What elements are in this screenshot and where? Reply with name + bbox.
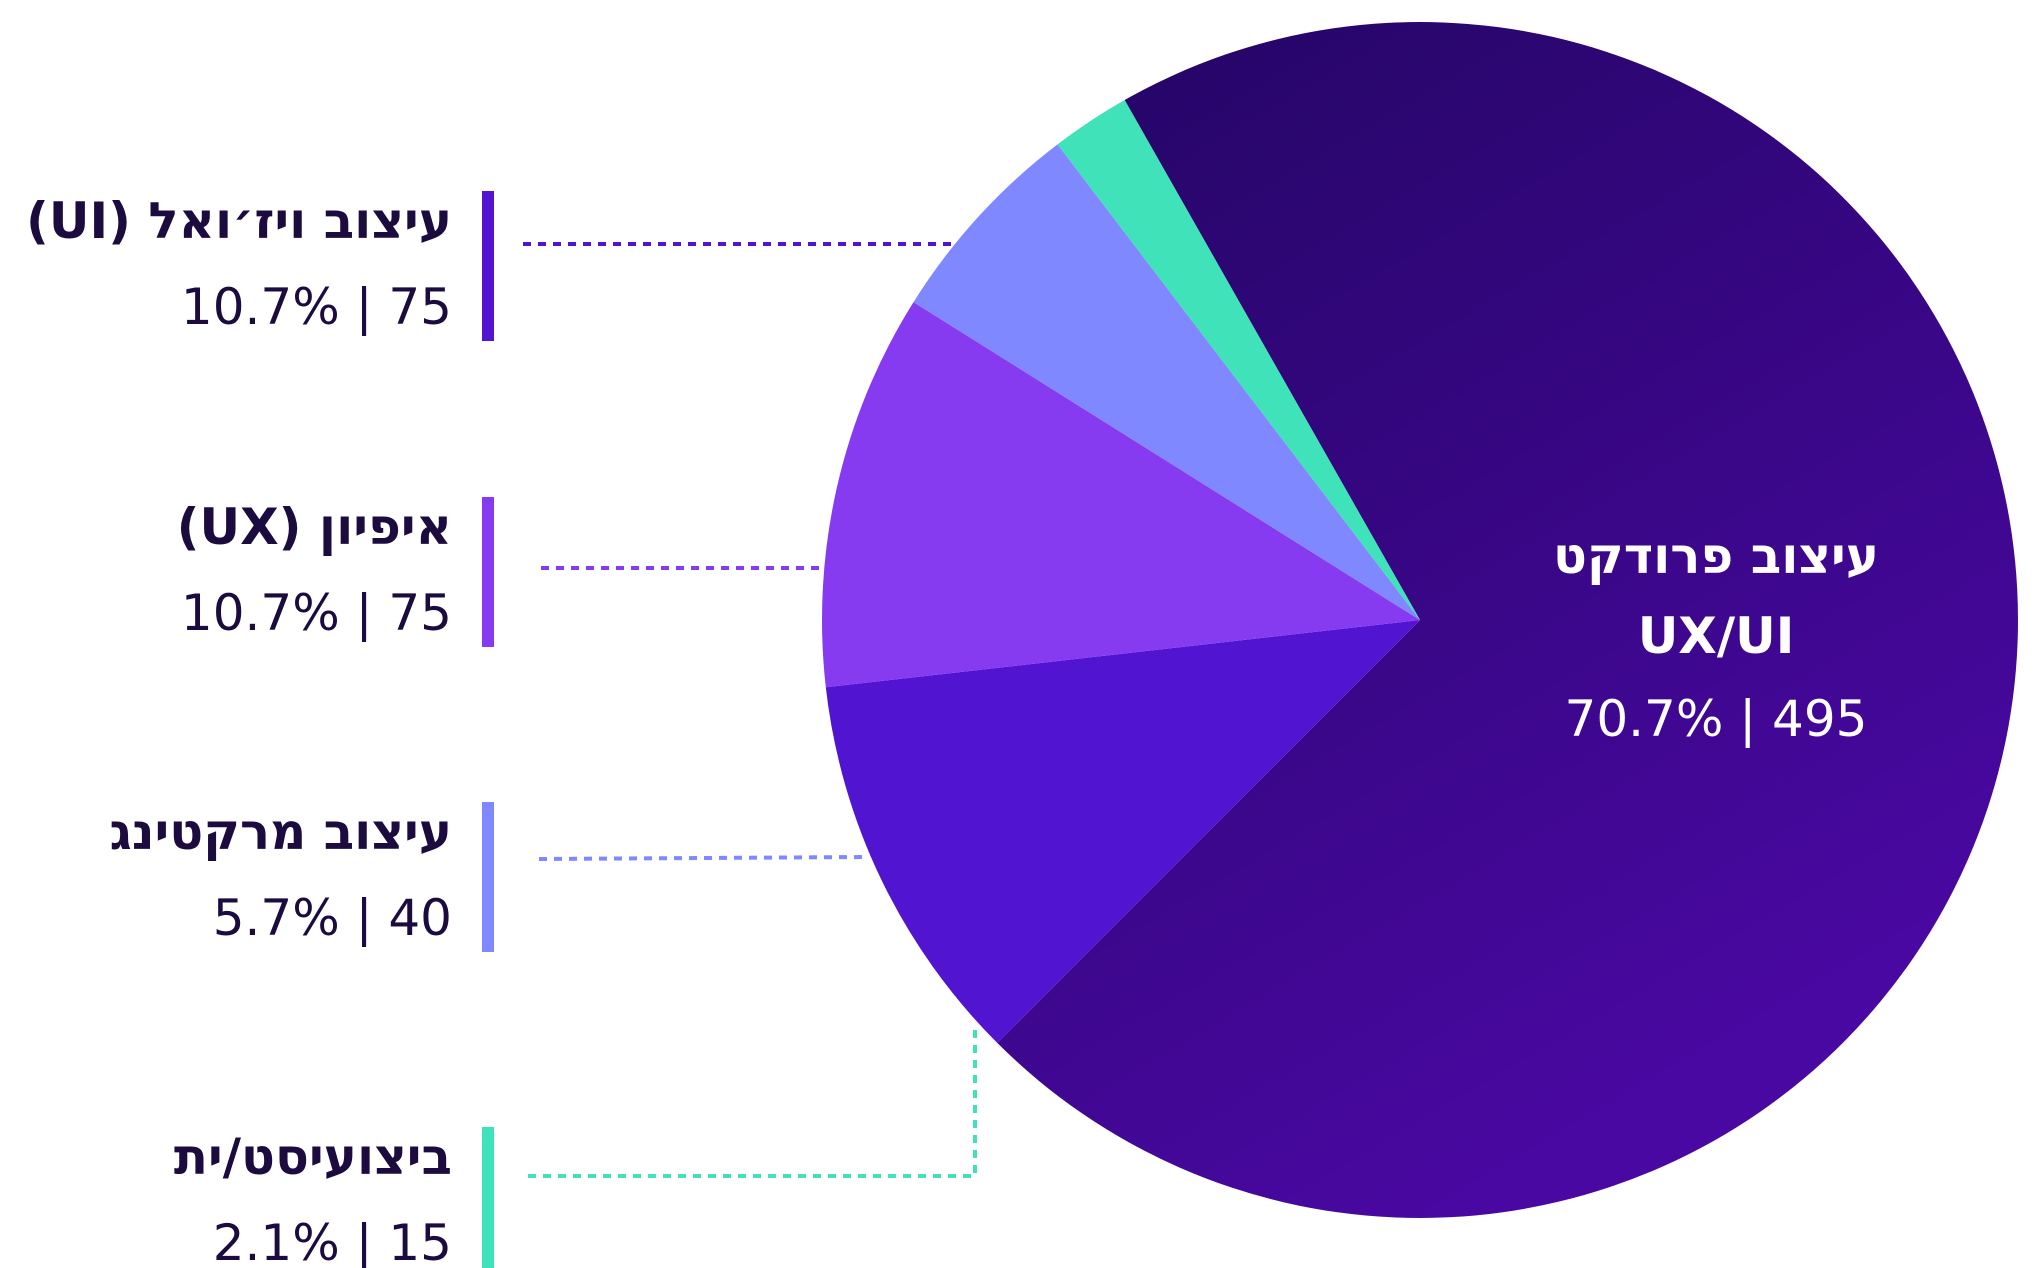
legend-value: 15 | 2.1%: [212, 1214, 452, 1268]
slice-value: 495 | 70.7%: [1564, 690, 1868, 748]
legend-value: 75 | 10.7%: [180, 278, 452, 336]
legend-name: איפיון (UX): [176, 498, 452, 556]
slice-name: עיצוב פרודקט UX/UI: [1552, 527, 1880, 665]
legend-value: 75 | 10.7%: [180, 584, 452, 642]
legend-bar: [482, 802, 494, 952]
legend-name: ביצועיסט/ית: [173, 1128, 452, 1186]
legend-bar: [482, 1127, 494, 1268]
legend-item: ביצועיסט/ית 15 | 2.1%: [174, 1126, 452, 1268]
legend-value: 40 | 5.7%: [212, 889, 452, 947]
legend-item: עיצוב מרקטינג 40 | 5.7%: [109, 801, 452, 949]
pie-slice: [997, 22, 2018, 1219]
leader-line: [528, 1027, 977, 1178]
pie-slice: [1057, 100, 1420, 620]
legend-bar: [482, 497, 494, 647]
legend-item: עיצוב ויז׳ואל (UI) 75 | 10.7%: [26, 190, 452, 338]
pie-slice: [825, 620, 1420, 1044]
leader-line: [538, 855, 867, 861]
pie-slice: [913, 144, 1420, 621]
pie-slice: [822, 302, 1420, 688]
slice-label: עיצוב פרודקט UX/UI 495 | 70.7%: [1516, 516, 1916, 750]
legend-item: איפיון (UX) 75 | 10.7%: [177, 496, 452, 644]
legend-name: עיצוב ויז׳ואל (UI): [26, 192, 452, 250]
legend-bar: [482, 191, 494, 341]
legend-name: עיצוב מרקטינג: [109, 803, 452, 861]
